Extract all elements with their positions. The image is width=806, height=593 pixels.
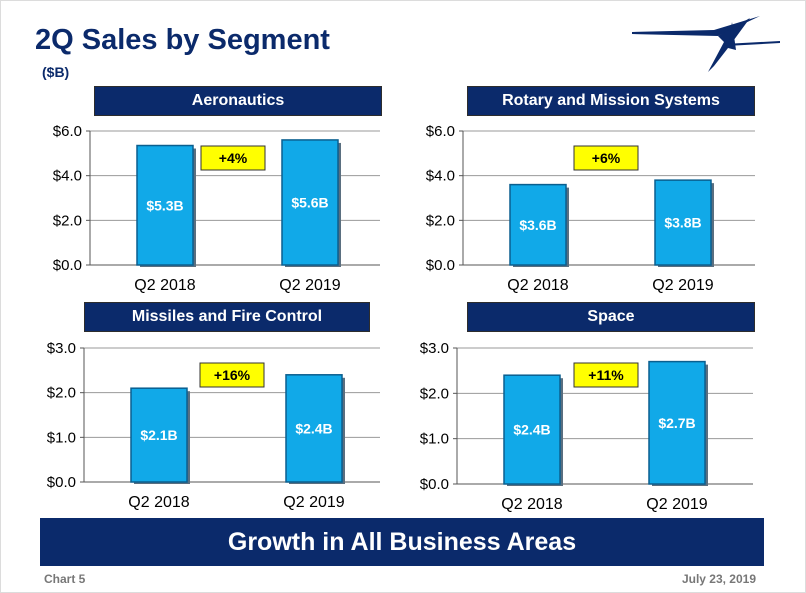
y-tick-label: $1.0 — [47, 429, 76, 446]
bar-data-label: $2.4B — [513, 422, 550, 438]
footer-chart-number: Chart 5 — [44, 572, 86, 586]
x-category-label: Q2 2018 — [128, 494, 189, 511]
y-tick-label: $0.0 — [420, 476, 449, 493]
y-tick-label: $4.0 — [53, 168, 82, 185]
panel-header-rms: Rotary and Mission Systems — [467, 86, 755, 116]
summary-banner: Growth in All Business Areas — [40, 518, 764, 566]
y-tick-label: $0.0 — [53, 257, 82, 274]
y-tick-label: $6.0 — [426, 123, 455, 140]
bar — [285, 374, 343, 483]
bar-data-label: $2.1B — [140, 427, 177, 443]
panel-header-mfc: Missiles and Fire Control — [84, 302, 370, 332]
bar-data-label: $3.8B — [664, 215, 701, 231]
x-category-label: Q2 2018 — [134, 277, 195, 294]
x-category-label: Q2 2019 — [646, 496, 707, 513]
y-tick-label: $2.0 — [426, 212, 455, 229]
bar — [503, 374, 561, 485]
bar — [648, 360, 706, 485]
chart-rms: $0.0 $2.0 $4.0 $6.0 $3.6B Q2 2018 $3.8B Q2 2019… — [426, 123, 755, 294]
x-category-label: Q2 2019 — [652, 277, 713, 294]
bar — [130, 387, 188, 483]
growth-badge-label: +16% — [214, 367, 251, 383]
panel-header-space: Space — [467, 302, 755, 332]
growth-badge-label: +6% — [592, 150, 621, 166]
chart-mfc: $0.0 $1.0 $2.0 $3.0 $2.1B Q2 2018 $2.4B Q2 2019… — [47, 340, 380, 511]
y-tick-label: $2.0 — [47, 385, 76, 402]
unit-label: ($B) — [42, 64, 70, 80]
y-tick-label: $3.0 — [420, 340, 449, 357]
y-tick-label: $3.0 — [47, 340, 76, 357]
x-category-label: Q2 2019 — [279, 277, 340, 294]
chart-aeronautics: $0.0 $2.0 $4.0 $6.0 $5.3B Q2 2018 $5.6B Q2 2019… — [53, 123, 380, 294]
x-category-label: Q2 2019 — [283, 494, 344, 511]
growth-badge — [199, 362, 265, 388]
bar — [654, 179, 712, 266]
page-title: 2Q Sales by Segment — [35, 24, 330, 56]
x-category-label: Q2 2018 — [501, 496, 562, 513]
bar-data-label: $2.7B — [658, 415, 695, 431]
y-tick-label: $2.0 — [420, 385, 449, 402]
y-tick-label: $0.0 — [426, 257, 455, 274]
growth-badge-label: +11% — [588, 367, 624, 383]
y-tick-label: $1.0 — [420, 431, 449, 448]
growth-badge — [573, 362, 639, 388]
lockheed-star-logo-icon — [632, 16, 780, 72]
growth-badge — [573, 145, 639, 171]
bar — [281, 139, 339, 266]
bar — [509, 183, 567, 266]
footer-date: July 23, 2019 — [681, 572, 756, 586]
y-tick-label: $2.0 — [53, 212, 82, 229]
y-tick-label: $0.0 — [47, 474, 76, 491]
bar — [136, 144, 194, 266]
chart-space: $0.0 $1.0 $2.0 $3.0 $2.4B Q2 2018 $2.7B Q2 2019… — [420, 340, 753, 513]
growth-badge-label: +4% — [219, 150, 248, 166]
y-tick-label: $4.0 — [426, 168, 455, 185]
bar-data-label: $5.3B — [146, 197, 183, 213]
bar-data-label: $2.4B — [295, 420, 332, 436]
x-category-label: Q2 2018 — [507, 277, 568, 294]
y-tick-label: $6.0 — [53, 123, 82, 140]
panel-header-aeronautics: Aeronautics — [94, 86, 382, 116]
growth-badge — [200, 145, 266, 171]
bar-data-label: $3.6B — [519, 217, 556, 233]
bar-data-label: $5.6B — [291, 194, 328, 210]
